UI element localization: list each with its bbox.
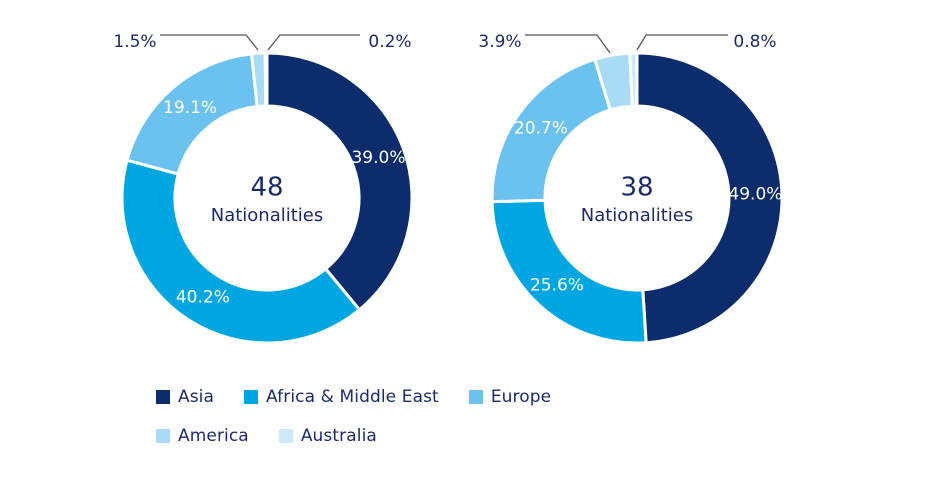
data-label-asia: 49.0% <box>728 184 782 204</box>
leader-line-america <box>525 34 611 54</box>
data-label-america: 1.5% <box>113 32 156 52</box>
slice-africa-middle-east <box>120 158 362 345</box>
leader-line-america <box>160 34 259 51</box>
center-value: 38 <box>620 173 653 203</box>
data-label-america: 3.9% <box>478 32 521 52</box>
slice-asia <box>635 51 784 345</box>
legend-label-america: America <box>178 426 249 446</box>
legend-swatch-america <box>156 429 170 443</box>
slice-australia <box>263 51 269 108</box>
legend-item-europe: Europe <box>468 387 552 407</box>
legend-item-australia: Australia <box>278 426 377 446</box>
legend-swatch-australia <box>278 429 293 443</box>
legend-swatch-africa-middle-east <box>244 390 259 404</box>
legend-item-america: America <box>156 426 249 446</box>
data-label-australia: 0.2% <box>368 32 411 52</box>
data-label-europe: 19.1% <box>163 98 217 118</box>
data-label-europe: 20.7% <box>514 119 568 139</box>
legend-item-asia: Asia <box>156 387 214 407</box>
legend-label-europe: Europe <box>490 387 552 407</box>
legend-label-africa-middle-east: Africa & Middle East <box>266 387 439 407</box>
legend-row: Asia Africa & Middle East Europe <box>156 384 656 410</box>
leader-line-australia <box>636 34 728 51</box>
slice-africa-middle-east <box>490 198 648 345</box>
data-label-africa-middle-east: 40.2% <box>176 288 230 308</box>
legend: Asia Africa & Middle East Europe America Aus… <box>156 384 656 462</box>
legend-item-africa-middle-east: Africa & Middle East <box>244 387 439 407</box>
legend-label-australia: Australia <box>300 426 377 446</box>
leader-line-australia <box>267 34 360 51</box>
data-label-africa-middle-east: 25.6% <box>530 275 584 295</box>
slice-asia <box>265 51 414 312</box>
center-value: 48 <box>250 173 283 203</box>
legend-swatch-europe <box>468 390 483 404</box>
legend-row: America Australia <box>156 423 656 449</box>
charts-canvas: 39.0%40.2%19.1%1.5% 0.2%48Nationalities49… <box>113 32 784 345</box>
data-label-australia: 0.8% <box>733 32 776 52</box>
data-label-asia: 39.0% <box>351 148 405 168</box>
legend-label-asia: Asia <box>178 387 215 407</box>
center-label: Nationalities <box>581 205 694 226</box>
center-label: Nationalities <box>211 205 324 226</box>
legend-swatch-asia <box>156 390 170 404</box>
slice-australia <box>628 51 639 108</box>
